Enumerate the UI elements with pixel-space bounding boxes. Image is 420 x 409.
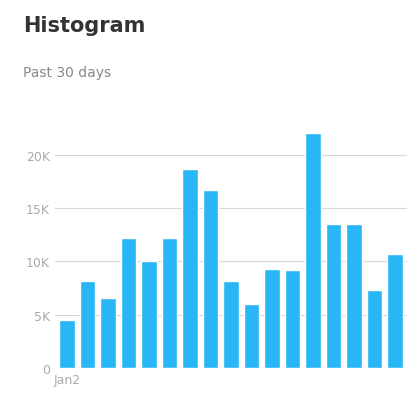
Bar bbox=[305, 134, 321, 368]
Bar bbox=[121, 238, 136, 368]
Bar bbox=[326, 225, 341, 368]
Text: Histogram: Histogram bbox=[23, 16, 145, 36]
Bar bbox=[387, 254, 403, 368]
Bar bbox=[162, 238, 177, 368]
Bar bbox=[346, 225, 362, 368]
Text: Past 30 days: Past 30 days bbox=[23, 65, 111, 79]
Bar bbox=[367, 290, 382, 368]
Bar bbox=[203, 191, 218, 368]
Bar bbox=[264, 269, 280, 368]
Bar bbox=[285, 270, 300, 368]
Bar bbox=[182, 169, 198, 368]
Bar bbox=[223, 281, 239, 368]
Bar bbox=[100, 298, 116, 368]
Bar bbox=[244, 304, 259, 368]
Bar bbox=[80, 281, 95, 368]
Bar bbox=[141, 262, 157, 368]
Bar bbox=[59, 320, 75, 368]
